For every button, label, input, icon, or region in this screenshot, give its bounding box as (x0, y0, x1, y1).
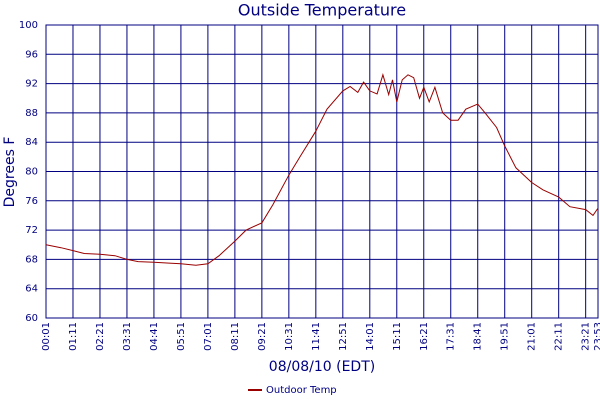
x-tick-label: 23:53 (593, 322, 600, 351)
x-tick-label: 22:11 (554, 322, 565, 351)
y-axis-label: Degrees F (2, 137, 18, 208)
chart-title: Outside Temperature (238, 1, 406, 20)
x-tick-label: 23:21 (581, 322, 592, 351)
plot-border (45, 24, 599, 319)
x-tick-label: 00:01 (41, 322, 52, 351)
x-tick-label: 03:31 (122, 322, 133, 351)
x-tick-label: 21:01 (527, 322, 538, 351)
x-tick-label: 09:21 (257, 322, 268, 351)
y-tick-label: 60 (25, 313, 38, 324)
y-tick-label: 88 (25, 108, 38, 119)
x-tick-label: 18:41 (473, 322, 484, 351)
y-tick-label: 96 (25, 49, 38, 60)
x-tick-label: 14:01 (365, 322, 376, 351)
y-tick-label: 100 (19, 20, 38, 31)
x-tick-label: 01:11 (68, 322, 79, 351)
x-tick-label: 11:41 (311, 322, 322, 351)
x-axis-label: 08/08/10 (EDT) (269, 359, 375, 375)
legend-label: Outdoor Temp (266, 385, 337, 396)
y-tick-label: 76 (25, 196, 38, 207)
x-tick-label: 10:31 (284, 322, 295, 351)
x-tick-label: 17:31 (446, 322, 457, 351)
y-tick-label: 72 (25, 225, 38, 236)
x-tick-label: 12:51 (338, 322, 349, 351)
x-tick-label: 08:11 (230, 322, 241, 351)
y-tick-label: 80 (25, 167, 38, 178)
x-tick-label: 04:41 (149, 322, 160, 351)
x-tick-label: 15:11 (392, 322, 403, 351)
x-tick-label: 07:01 (203, 322, 214, 351)
x-tick-label: 02:21 (95, 322, 106, 351)
y-tick-label: 64 (25, 284, 38, 295)
y-tick-label: 68 (25, 254, 38, 265)
x-tick-label: 19:51 (500, 322, 511, 351)
data-line (45, 73, 599, 266)
x-tick-label: 16:21 (419, 322, 430, 351)
y-tick-label: 92 (25, 79, 38, 90)
y-tick-label: 84 (25, 137, 38, 148)
x-tick-label: 05:51 (176, 322, 187, 351)
